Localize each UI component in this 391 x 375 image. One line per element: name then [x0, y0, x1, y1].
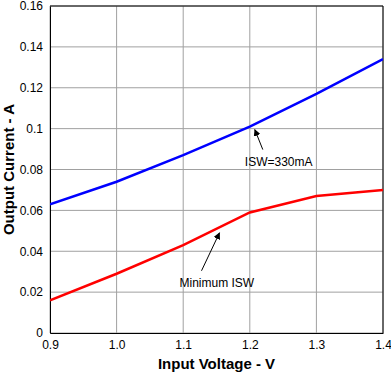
- tick-label: 1.0: [109, 338, 126, 352]
- frame: [383, 6, 384, 333]
- series-line: [50, 190, 383, 300]
- frame: [50, 6, 383, 7]
- grid-line: [383, 6, 384, 333]
- tick: 1.2: [242, 333, 259, 352]
- grid: [50, 6, 383, 333]
- tick-label: 0.9: [42, 338, 59, 352]
- axis-line: [51, 333, 384, 334]
- grid-line: [50, 169, 383, 170]
- grid-line: [50, 292, 383, 293]
- plot-area: 0.9 1.0 1.1 1.2 1.3 1.4 0 0.02 0.04 0.06 0.08 0.1 0.…: [20, 0, 391, 352]
- tick: 0.9: [42, 333, 59, 352]
- x-axis: 0.9 1.0 1.1 1.2 1.3 1.4: [42, 333, 391, 352]
- tick-label: 1.3: [309, 338, 326, 352]
- tick: 1.1: [175, 333, 192, 352]
- tick-label: 1.2: [242, 338, 259, 352]
- tick-label: 0.1: [26, 122, 43, 136]
- tick-label: 0.16: [20, 0, 44, 13]
- axis-line: [50, 7, 51, 334]
- arrow: [202, 233, 220, 271]
- tick: 0: [36, 326, 50, 340]
- tick-label: 1.4: [375, 338, 391, 352]
- tick: 0.06: [20, 204, 50, 218]
- tick: 0.14: [20, 40, 50, 54]
- tick: 0.1: [26, 122, 50, 136]
- grid-line: [50, 128, 383, 129]
- tick-label: 0.02: [20, 285, 44, 299]
- tick: 0.16: [20, 0, 50, 13]
- tick-label: 0.14: [20, 40, 44, 54]
- annotations: ISW=330mA Minimum ISW: [180, 130, 313, 290]
- tick-label: 0.12: [20, 81, 44, 95]
- tick: 1.4: [375, 333, 391, 352]
- grid-line: [50, 210, 383, 211]
- series-group: [50, 59, 383, 300]
- annotation: ISW=330mA: [245, 155, 313, 169]
- axis-title: Input Voltage - V: [158, 355, 275, 372]
- axis-title: Output Current - A: [0, 104, 17, 235]
- tick: 1.3: [309, 333, 326, 352]
- tick: 0.12: [20, 81, 50, 95]
- series-line: [50, 59, 383, 204]
- y-axis: 0 0.02 0.04 0.06 0.08 0.1 0.12 0.14 0.16: [20, 0, 51, 340]
- annotation: Minimum ISW: [180, 276, 255, 290]
- grid-line: [50, 46, 383, 47]
- grid-line: [50, 333, 383, 334]
- grid-line: [50, 6, 51, 333]
- tick: 0.04: [20, 245, 50, 259]
- tick: 1.0: [109, 333, 126, 352]
- grid-line: [50, 6, 383, 7]
- tick-label: 0.08: [20, 163, 44, 177]
- tick: 0.02: [20, 285, 50, 299]
- tick-label: 0: [36, 326, 43, 340]
- grid-line: [50, 87, 383, 88]
- grid-line: [50, 251, 383, 252]
- tick-label: 1.1: [175, 338, 192, 352]
- chart: 0.9 1.0 1.1 1.2 1.3 1.4 0 0.02 0.04 0.06 0.08 0.1 0.…: [0, 0, 391, 375]
- tick-label: 0.04: [20, 245, 44, 259]
- tick-label: 0.06: [20, 204, 44, 218]
- arrow: [255, 130, 263, 150]
- tick: 0.08: [20, 163, 50, 177]
